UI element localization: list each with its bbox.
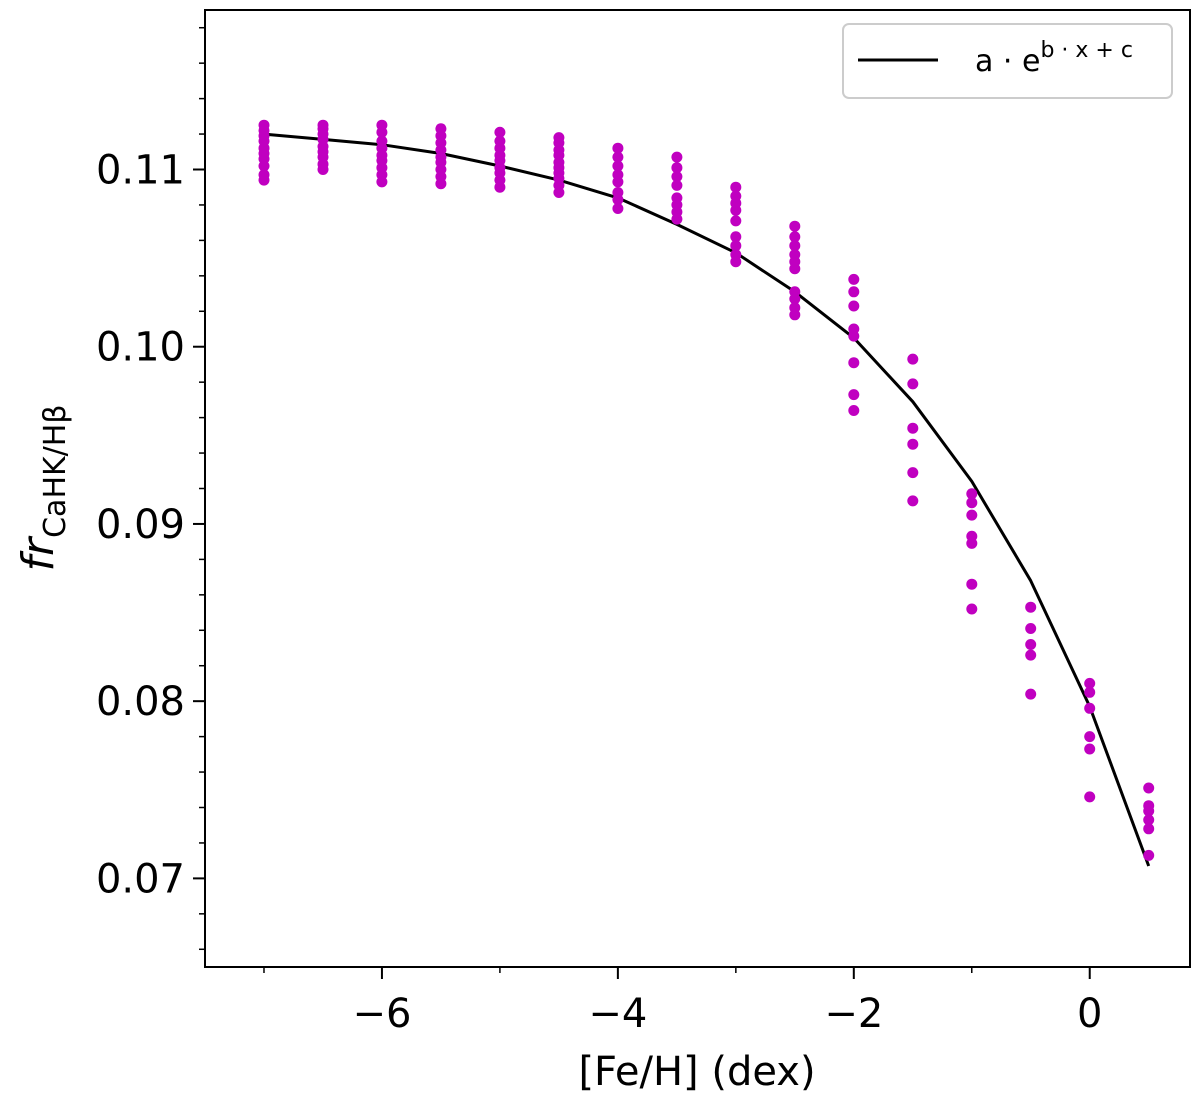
data-point (907, 495, 919, 507)
data-point (730, 215, 742, 227)
data-point (730, 181, 742, 193)
data-point (1025, 601, 1037, 613)
data-point (966, 578, 978, 590)
data-point (376, 119, 388, 131)
y-axis-label-main: fr (13, 535, 64, 571)
data-point (671, 151, 683, 163)
data-point (1084, 702, 1096, 714)
y-axis-label: frCaHK/Hβ (13, 405, 73, 572)
y-tick-label: 0.09 (96, 502, 185, 548)
data-point (612, 187, 624, 198)
data-point (671, 171, 683, 183)
data-point (1025, 688, 1037, 700)
legend: a · eb · x + c (842, 23, 1173, 99)
scatter-points-layer (258, 119, 1155, 861)
data-point (671, 162, 683, 174)
data-point (671, 192, 683, 204)
data-point (671, 179, 683, 191)
x-axis-label: [Fe/H] (dex) (578, 1049, 815, 1095)
data-point (1025, 639, 1037, 650)
data-point (907, 467, 919, 479)
data-point (789, 240, 801, 252)
legend-box (842, 23, 1173, 99)
data-point (612, 169, 624, 181)
data-point (612, 142, 624, 154)
y-axis-label-subscript-greek: β (38, 405, 73, 424)
data-point (966, 497, 978, 509)
data-point (612, 160, 624, 172)
x-tick-label: −6 (352, 991, 411, 1037)
data-point (907, 353, 919, 365)
x-tick-label: −2 (824, 991, 883, 1037)
data-point (848, 405, 860, 416)
data-point (966, 488, 978, 500)
data-point (1025, 649, 1037, 661)
data-point (258, 169, 270, 181)
data-point (612, 151, 624, 163)
legend-label-base: a · e (975, 44, 1040, 79)
y-tick-label: 0.07 (96, 856, 185, 902)
y-tick-label: 0.08 (96, 679, 185, 725)
data-point (1143, 800, 1155, 812)
data-point (848, 286, 860, 298)
data-point (435, 123, 447, 135)
data-point (848, 273, 860, 285)
data-point (907, 438, 919, 450)
fit-line-layer (263, 132, 1151, 867)
data-point (376, 135, 388, 147)
data-point (730, 190, 742, 202)
data-point (789, 220, 801, 232)
data-point (789, 249, 801, 261)
data-point (848, 357, 860, 369)
data-point (966, 530, 978, 542)
x-tick-label: −4 (588, 991, 647, 1037)
data-point (1143, 782, 1155, 794)
data-point (1084, 743, 1096, 755)
data-point (730, 240, 742, 252)
data-point (848, 323, 860, 335)
data-point (789, 286, 801, 298)
data-point (1084, 791, 1096, 803)
data-point (612, 203, 624, 214)
data-point (848, 389, 860, 401)
data-point (966, 603, 978, 615)
data-point (258, 119, 270, 131)
legend-label: a · eb · x + c (975, 38, 1133, 79)
fit-line (263, 132, 1151, 867)
data-point (730, 231, 742, 243)
data-point (1143, 823, 1155, 835)
y-tick-label: 0.10 (96, 325, 185, 371)
y-axis-label-subscript: CaHK/H (38, 424, 73, 538)
legend-label-exponent: b · x + c (1040, 38, 1132, 63)
data-point (1084, 731, 1096, 743)
axis-ticks: −6 −4 −2 0 0.07 0.08 0.09 0.10 0.11 (96, 26, 1102, 1037)
data-point (907, 378, 919, 390)
data-point (494, 135, 506, 147)
data-point (494, 126, 506, 138)
data-point (1143, 849, 1155, 861)
plot-frame (204, 9, 1191, 968)
data-point (317, 119, 329, 131)
data-point (789, 302, 801, 314)
data-point (1143, 814, 1155, 826)
data-point (553, 132, 565, 144)
data-point (789, 231, 801, 243)
data-point (966, 509, 978, 521)
data-point (848, 300, 860, 312)
plot-area (205, 10, 1190, 967)
y-tick-label: 0.11 (96, 148, 185, 194)
data-point (907, 422, 919, 434)
data-point (730, 249, 742, 261)
data-point (1084, 677, 1096, 689)
x-tick-label: 0 (1077, 991, 1102, 1037)
data-point (1084, 686, 1096, 698)
data-point (1025, 623, 1037, 634)
